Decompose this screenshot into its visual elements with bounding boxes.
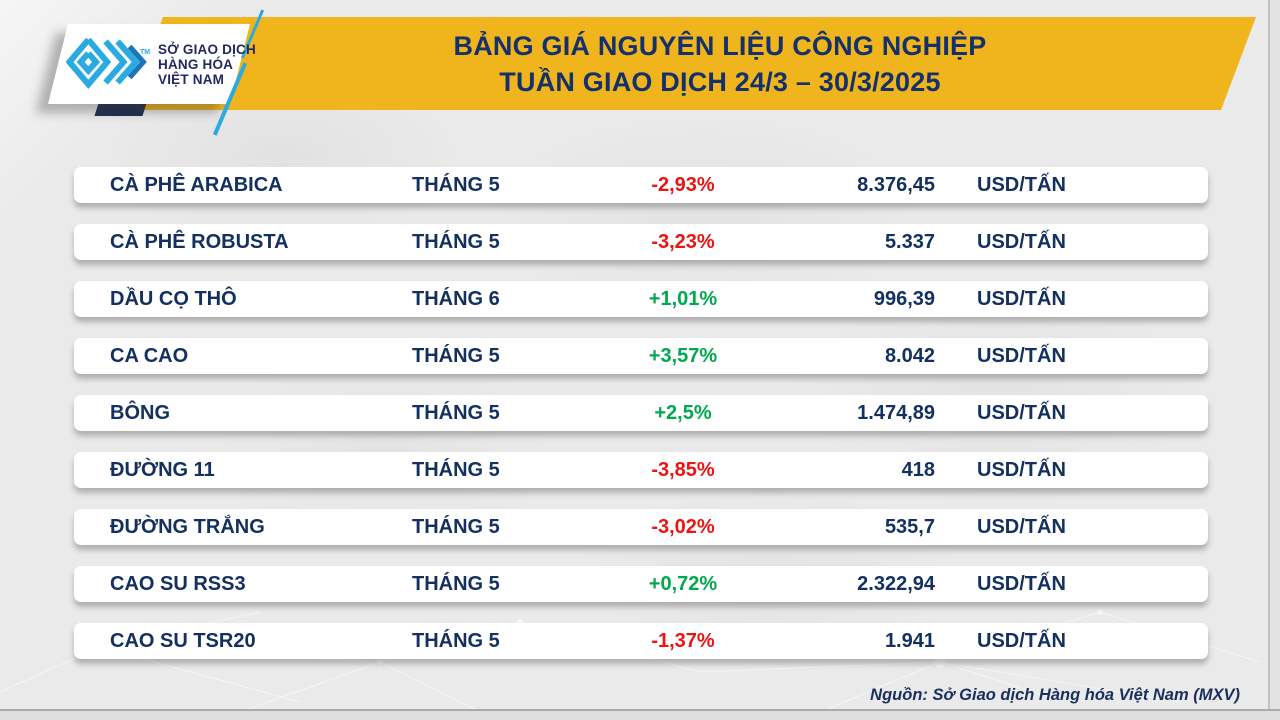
percent-change: -1,37% xyxy=(651,629,715,652)
table-row: CA CAO THÁNG 5 +3,57% 8.042 USD/TẤN xyxy=(74,338,1208,374)
price-unit: USD/TẤN xyxy=(977,287,1066,310)
table-row: ĐƯỜNG TRẮNG THÁNG 5 -3,02% 535,7 USD/TẤN xyxy=(74,509,1208,545)
price-value: 8.376,45 xyxy=(857,173,935,196)
logo-wordmark-line3: VIỆT NAM xyxy=(158,71,225,87)
price-value: 418 xyxy=(901,458,935,481)
logo-wordmark-line2: HÀNG HÓA xyxy=(158,56,234,72)
table-row: DẦU CỌ THÔ THÁNG 6 +1,01% 996,39 USD/TẤN xyxy=(74,281,1208,317)
contract-month: THÁNG 5 xyxy=(412,344,500,367)
table-row: CÀ PHÊ ROBUSTA THÁNG 5 -3,23% 5.337 USD/… xyxy=(74,224,1208,260)
commodity-name: CAO SU TSR20 xyxy=(110,629,256,652)
page-title: BẢNG GIÁ NGUYÊN LIỆU CÔNG NGHIỆP TUẦN GI… xyxy=(240,17,1200,110)
logo-wordmark: SỞ GIAO DỊCH HÀNG HÓA VIỆT NAM xyxy=(158,42,256,87)
contract-month: THÁNG 5 xyxy=(412,401,500,424)
price-value: 5.337 xyxy=(884,230,935,253)
header-banner: BẢNG GIÁ NGUYÊN LIỆU CÔNG NGHIỆP TUẦN GI… xyxy=(128,17,1256,110)
contract-month: THÁNG 5 xyxy=(412,230,500,253)
price-value: 1.941 xyxy=(884,629,935,652)
price-value: 535,7 xyxy=(884,515,935,538)
percent-change: -2,93% xyxy=(651,173,715,196)
price-value: 2.322,94 xyxy=(857,572,935,595)
mxv-logo: TM SỞ GIAO DỊCH HÀNG HÓA VIỆT NAM xyxy=(60,24,256,104)
contract-month: THÁNG 5 xyxy=(412,173,500,196)
mxv-logo-icon: TM xyxy=(65,33,152,96)
percent-change: +3,57% xyxy=(648,344,718,367)
price-unit: USD/TẤN xyxy=(977,401,1066,424)
price-unit: USD/TẤN xyxy=(977,344,1066,367)
commodity-name: DẦU CỌ THÔ xyxy=(110,287,237,310)
price-unit: USD/TẤN xyxy=(977,572,1066,595)
price-unit: USD/TẤN xyxy=(977,173,1066,196)
commodity-name: CA CAO xyxy=(110,344,189,367)
commodity-name: CÀ PHÊ ROBUSTA xyxy=(110,230,289,253)
percent-change: -3,02% xyxy=(651,515,715,538)
contract-month: THÁNG 5 xyxy=(412,572,500,595)
percent-change: -3,23% xyxy=(651,230,715,253)
commodity-name: BÔNG xyxy=(110,401,170,424)
price-unit: USD/TẤN xyxy=(977,629,1066,652)
page-title-line1: BẢNG GIÁ NGUYÊN LIỆU CÔNG NGHIỆP xyxy=(453,30,987,61)
table-row: CÀ PHÊ ARABICA THÁNG 5 -2,93% 8.376,45 U… xyxy=(74,167,1208,203)
percent-change: +2,5% xyxy=(654,401,712,424)
table-row: ĐƯỜNG 11 THÁNG 5 -3,85% 418 USD/TẤN xyxy=(74,452,1208,488)
trademark-mark: TM xyxy=(140,48,151,56)
logo-wordmark-line1: SỞ GIAO DỊCH xyxy=(158,41,256,57)
price-value: 8.042 xyxy=(884,344,935,367)
source-credit: Nguồn: Sở Giao dịch Hàng hóa Việt Nam (M… xyxy=(870,686,1240,704)
contract-month: THÁNG 6 xyxy=(412,287,500,310)
table-row: CAO SU RSS3 THÁNG 5 +0,72% 2.322,94 USD/… xyxy=(74,566,1208,602)
percent-change: +0,72% xyxy=(648,572,718,595)
contract-month: THÁNG 5 xyxy=(412,629,500,652)
commodity-name: CAO SU RSS3 xyxy=(110,572,246,595)
contract-month: THÁNG 5 xyxy=(412,515,500,538)
price-table: CÀ PHÊ ARABICA THÁNG 5 -2,93% 8.376,45 U… xyxy=(74,167,1208,659)
price-unit: USD/TẤN xyxy=(977,230,1066,253)
price-unit: USD/TẤN xyxy=(977,458,1066,481)
percent-change: +1,01% xyxy=(648,287,718,310)
page-title-line2: TUẦN GIAO DỊCH 24/3 – 30/3/2025 xyxy=(499,66,941,97)
commodity-name: CÀ PHÊ ARABICA xyxy=(110,173,283,196)
table-row: BÔNG THÁNG 5 +2,5% 1.474,89 USD/TẤN xyxy=(74,395,1208,431)
price-unit: USD/TẤN xyxy=(977,515,1066,538)
price-value: 996,39 xyxy=(873,287,935,310)
right-edge-decoration xyxy=(1268,0,1280,720)
commodity-name: ĐƯỜNG TRẮNG xyxy=(110,515,265,538)
table-row: CAO SU TSR20 THÁNG 5 -1,37% 1.941 USD/TẤ… xyxy=(74,623,1208,659)
commodity-name: ĐƯỜNG 11 xyxy=(110,458,215,481)
bottom-edge-decoration xyxy=(0,709,1280,720)
contract-month: THÁNG 5 xyxy=(412,458,500,481)
percent-change: -3,85% xyxy=(651,458,715,481)
price-value: 1.474,89 xyxy=(857,401,935,424)
